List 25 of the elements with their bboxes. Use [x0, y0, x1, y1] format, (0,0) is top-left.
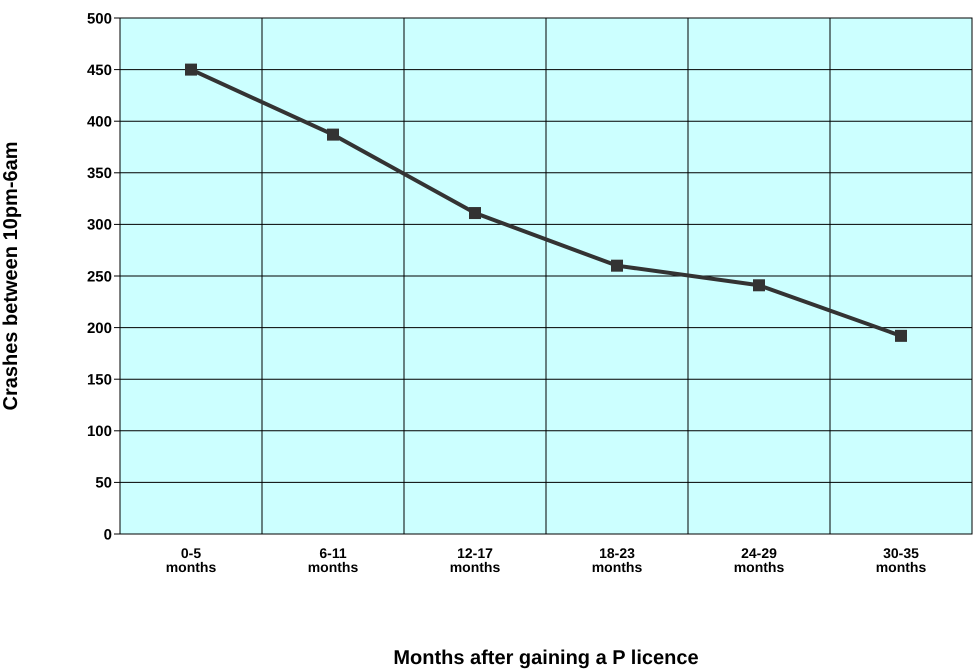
y-tick-label: 200 [86, 320, 112, 337]
x-tick-label: 18-23 months [592, 544, 642, 575]
x-tick-label: 6-11 months [308, 544, 358, 575]
y-tick-label: 450 [86, 62, 112, 79]
x-tick-label: 12-17 months [450, 544, 500, 575]
y-tick-label: 0 [104, 526, 112, 544]
y-axis-title: Crashes between 10pm-6am [0, 141, 22, 411]
x-axis-title: Months after gaining a P licence [393, 647, 699, 669]
point [611, 260, 623, 272]
y-tick-label: 250 [86, 268, 112, 286]
point [469, 207, 481, 220]
x-tick-label: 30-35 months [876, 544, 926, 575]
point [185, 64, 197, 76]
y-tick-label: 400 [86, 114, 112, 131]
x-tick-label: 0-5 months [166, 544, 216, 575]
y-tick-label: 50 [95, 474, 112, 492]
y-tick-label: 500 [86, 10, 112, 28]
y-tick-label: 100 [86, 423, 112, 440]
y-tick-label: 300 [86, 216, 112, 234]
y-tick-label: 150 [86, 372, 112, 389]
point [895, 330, 907, 342]
y-tick-label: 350 [86, 165, 112, 182]
point [327, 128, 339, 141]
x-tick-label: 24-29 months [734, 544, 784, 575]
point [753, 279, 765, 292]
